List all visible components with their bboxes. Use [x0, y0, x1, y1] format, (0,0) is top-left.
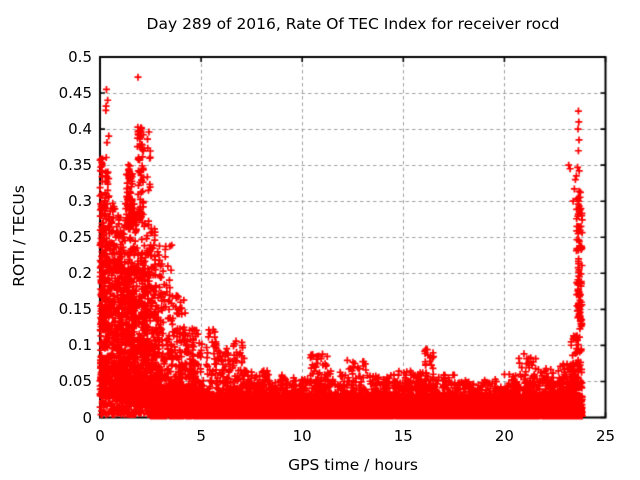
- y-tick-label: 0.05: [58, 372, 92, 391]
- y-tick-label: 0.15: [58, 300, 92, 319]
- x-tick-label: 0: [95, 427, 105, 445]
- x-axis-label: GPS time / hours: [288, 456, 418, 474]
- y-tick-label: 0: [82, 408, 92, 427]
- y-tick-label: 0.2: [68, 264, 92, 283]
- y-tick-label: 0.25: [58, 228, 92, 247]
- y-tick-label: 0.35: [58, 156, 92, 175]
- y-tick-label: 0.4: [68, 120, 92, 139]
- x-tick-label: 20: [494, 427, 514, 445]
- chart-title: Day 289 of 2016, Rate Of TEC Index for r…: [146, 15, 560, 33]
- y-tick-label: 0.1: [68, 336, 92, 355]
- y-tick-label: 0.3: [68, 192, 92, 211]
- x-tick-label: 25: [595, 427, 616, 445]
- x-tick-label: 10: [292, 427, 312, 445]
- y-tick-label: 0.5: [68, 48, 92, 66]
- y-tick-label: 0.45: [58, 84, 92, 103]
- x-tick-label: 15: [393, 427, 413, 445]
- x-tick-label: 5: [196, 427, 206, 445]
